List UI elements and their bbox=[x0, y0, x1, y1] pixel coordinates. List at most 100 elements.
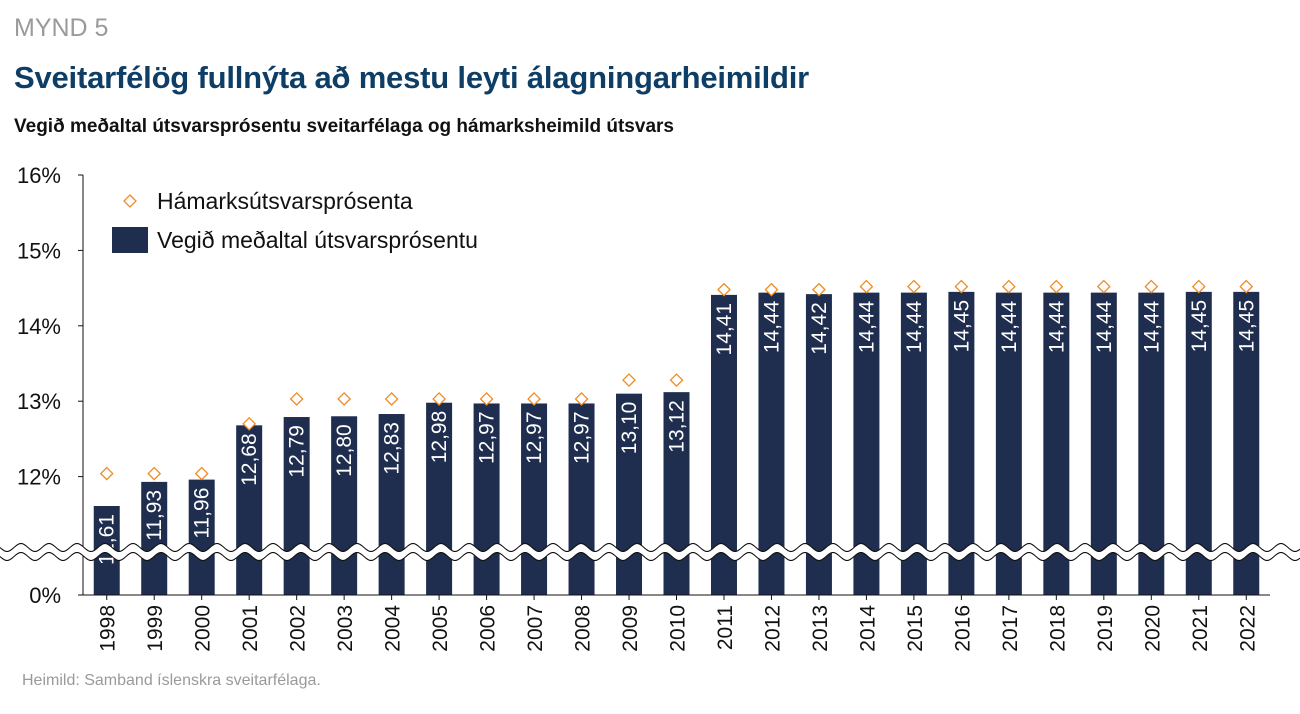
bar-label-2014: 14,44 bbox=[855, 300, 878, 353]
markers-layer bbox=[99, 279, 1254, 481]
max-rate-marker-2015 bbox=[906, 279, 921, 294]
bar-2009 bbox=[616, 393, 643, 595]
bar-label-2018: 14,44 bbox=[1045, 300, 1068, 353]
x-tick-2010: 2010 bbox=[667, 605, 690, 652]
bar-2005 bbox=[426, 402, 453, 595]
max-rate-marker-2013 bbox=[812, 282, 826, 297]
x-tick-2019: 2019 bbox=[1094, 605, 1117, 652]
max-rate-marker-1999 bbox=[147, 466, 162, 481]
chart-title: Sveitarfélög fullnýta að mestu leyti ála… bbox=[14, 60, 809, 95]
max-rate-marker-2022 bbox=[1239, 279, 1254, 294]
max-rate-marker-2004 bbox=[384, 392, 399, 406]
x-tick-2017: 2017 bbox=[999, 605, 1022, 652]
y-tick-16: 16% bbox=[17, 163, 61, 188]
bar-label-2006: 12,97 bbox=[476, 411, 499, 464]
bar-2002 bbox=[283, 417, 310, 595]
max-rate-marker-1998 bbox=[99, 466, 114, 481]
bar-label-2020: 14,44 bbox=[1140, 300, 1163, 353]
max-rate-marker-2009 bbox=[622, 373, 636, 388]
x-tick-2011: 2011 bbox=[714, 605, 737, 650]
bar-label-2021: 14,45 bbox=[1188, 300, 1211, 353]
bar-label-2000: 11,96 bbox=[191, 488, 214, 539]
x-tick-2006: 2006 bbox=[477, 605, 500, 652]
bar-label-2007: 12,97 bbox=[523, 411, 546, 464]
figure-label: MYND 5 bbox=[14, 14, 109, 42]
bar-label-2002: 12,79 bbox=[286, 425, 309, 478]
y-tick-12: 12% bbox=[17, 465, 61, 490]
x-tick-2002: 2002 bbox=[287, 605, 310, 652]
bar-label-2004: 12,83 bbox=[381, 422, 404, 475]
bar-label-2010: 13,12 bbox=[666, 400, 689, 453]
bar-label-2009: 13,10 bbox=[618, 402, 641, 455]
bar-2000 bbox=[188, 479, 215, 595]
bar-label-1999: 11,93 bbox=[143, 490, 166, 541]
bar-label-2015: 14,44 bbox=[903, 300, 926, 353]
axis-break-line-lower bbox=[0, 552, 1300, 561]
max-rate-marker-2003 bbox=[337, 392, 352, 406]
axes-layer: 1998 1999 2000 2001 2002 2003 2004 2005 2006 2007… bbox=[0, 163, 1300, 652]
x-tick-2004: 2004 bbox=[382, 605, 405, 652]
x-tick-2008: 2008 bbox=[572, 605, 595, 652]
x-tick-2021: 2021 bbox=[1189, 605, 1212, 652]
x-tick-2007: 2007 bbox=[524, 605, 547, 652]
max-rate-marker-2006 bbox=[479, 392, 494, 406]
y-tick-13: 13% bbox=[17, 389, 61, 414]
bar-label-2017: 14,44 bbox=[998, 300, 1021, 353]
bar-1999 bbox=[141, 481, 168, 595]
bar-2004 bbox=[378, 414, 405, 595]
max-rate-marker-2018 bbox=[1049, 279, 1064, 294]
y-tick-14: 14% bbox=[17, 314, 61, 339]
x-tick-2009: 2009 bbox=[619, 605, 642, 652]
bar-label-2001: 12,68 bbox=[238, 433, 261, 486]
bar-label-2005: 12,98 bbox=[428, 411, 451, 464]
source-note: Heimild: Samband íslenskra sveitarfélaga… bbox=[22, 672, 321, 689]
bar-2008 bbox=[568, 403, 595, 595]
x-tick-2015: 2015 bbox=[904, 605, 927, 652]
max-rate-marker-2005 bbox=[432, 392, 447, 406]
max-rate-marker-2012 bbox=[764, 282, 779, 297]
x-tick-2001: 2001 bbox=[239, 605, 262, 652]
max-rate-marker-2020 bbox=[1144, 279, 1159, 294]
max-rate-marker-2019 bbox=[1096, 279, 1111, 294]
legend-marker-diamond-icon bbox=[123, 194, 137, 208]
bar-2007 bbox=[521, 403, 548, 595]
x-tick-2003: 2003 bbox=[334, 605, 357, 652]
x-tick-2013: 2013 bbox=[809, 605, 832, 652]
chart-subtitle: Vegið meðaltal útsvarsprósentu sveitarfé… bbox=[14, 116, 674, 137]
max-rate-marker-2008 bbox=[574, 392, 589, 406]
legend-label-max-rate: Hámarksútsvarsprósenta bbox=[157, 188, 413, 214]
bar-2001 bbox=[236, 425, 263, 595]
x-tick-2005: 2005 bbox=[429, 605, 452, 652]
bar-2010 bbox=[663, 392, 690, 595]
bar-2006 bbox=[473, 403, 500, 595]
y-tick-0: 0% bbox=[29, 583, 61, 608]
x-tick-2018: 2018 bbox=[1046, 605, 1069, 652]
x-tick-2014: 2014 bbox=[856, 605, 879, 652]
x-tick-1999: 1999 bbox=[144, 605, 167, 652]
bar-label-2011: 14,41 bbox=[713, 303, 736, 356]
bar-2003 bbox=[331, 416, 358, 595]
max-rate-marker-2010 bbox=[669, 373, 684, 388]
max-rate-marker-2016 bbox=[954, 279, 969, 294]
max-rate-marker-2021 bbox=[1191, 279, 1206, 294]
bar-2013 bbox=[805, 294, 832, 595]
axis-break-line-upper bbox=[0, 543, 1300, 552]
max-rate-marker-2011 bbox=[717, 282, 731, 297]
legend-swatch-bar bbox=[112, 227, 148, 253]
bar-label-2003: 12,80 bbox=[333, 424, 356, 477]
y-tick-15: 15% bbox=[17, 238, 61, 263]
bar-label-2013: 14,42 bbox=[808, 302, 831, 355]
bar-label-2016: 14,45 bbox=[950, 300, 973, 353]
max-rate-marker-2001 bbox=[242, 416, 257, 431]
bar-label-2022: 14,45 bbox=[1235, 300, 1258, 353]
max-rate-marker-2017 bbox=[1001, 279, 1016, 294]
x-tick-2000: 2000 bbox=[192, 605, 215, 652]
x-tick-1998: 1998 bbox=[97, 605, 120, 652]
x-tick-2012: 2012 bbox=[761, 605, 784, 652]
bar-label-2019: 14,44 bbox=[1093, 300, 1116, 353]
bar-label-2008: 12,97 bbox=[571, 411, 594, 464]
x-tick-2016: 2016 bbox=[951, 605, 974, 652]
bar-label-2012: 14,44 bbox=[760, 300, 783, 353]
